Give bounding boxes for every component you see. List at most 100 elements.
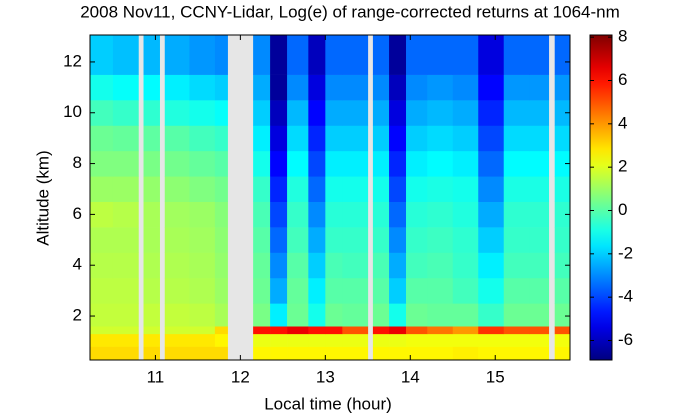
heatmap-cell	[389, 277, 407, 304]
heatmap-cell	[478, 176, 505, 202]
heatmap-cell	[372, 326, 390, 335]
heatmap-cell	[287, 125, 309, 152]
heatmap-cell	[389, 150, 407, 177]
heatmap-cell	[308, 227, 326, 253]
heatmap-cell	[189, 227, 216, 253]
heatmap-cell	[478, 277, 505, 304]
heatmap-cell	[112, 201, 139, 228]
heatmap-cell	[287, 176, 309, 202]
heatmap-cell	[342, 333, 369, 347]
heatmap-cell	[90, 125, 114, 152]
heatmap-cell	[308, 303, 326, 327]
heatmap-cell	[270, 35, 288, 75]
heatmap-cell	[214, 201, 228, 228]
heatmap-cell	[308, 277, 326, 304]
heatmap-cell	[287, 333, 309, 347]
heatmap-cell	[342, 227, 369, 253]
heatmap-cell	[372, 150, 390, 177]
heatmap-cell	[554, 252, 571, 279]
colorbar-tick-label: -6	[618, 330, 633, 349]
heatmap-cell	[406, 252, 428, 279]
heatmap-cell	[253, 176, 271, 202]
heatmap-cell	[189, 35, 216, 75]
heatmap-cell	[554, 201, 571, 228]
heatmap-cell	[529, 35, 550, 75]
heatmap-cell	[389, 227, 407, 253]
heatmap-cell	[214, 326, 228, 335]
heatmap-cell	[164, 176, 190, 202]
heatmap-cell	[529, 333, 550, 347]
heatmap-cell	[143, 303, 160, 327]
heatmap-cell	[270, 252, 288, 279]
heatmap-cell	[389, 100, 407, 126]
heatmap-cell	[427, 74, 454, 101]
heatmap-cell	[253, 74, 271, 101]
heatmap-cell	[389, 346, 407, 361]
heatmap-cell	[427, 125, 454, 152]
y-tick-label: 6	[73, 204, 82, 223]
heatmap-cell	[452, 227, 479, 253]
heatmap-cell	[342, 176, 369, 202]
heatmap-cell	[287, 227, 309, 253]
heatmap-cell	[406, 326, 428, 335]
heatmap-cell	[325, 252, 343, 279]
heatmap-cell	[406, 176, 428, 202]
heatmap-cell	[452, 277, 479, 304]
heatmap-cell	[164, 74, 190, 101]
heatmap-cell	[287, 326, 309, 335]
heatmap-cell	[325, 74, 343, 101]
heatmap-cell	[406, 74, 428, 101]
heatmap-cell	[529, 303, 550, 327]
heatmap-cell	[372, 74, 390, 101]
heatmap-cell	[554, 227, 571, 253]
heatmap-cell	[214, 35, 228, 75]
heatmap-cell	[389, 125, 407, 152]
heatmap-cell	[90, 100, 114, 126]
heatmap-cell	[214, 150, 228, 177]
heatmap-cell	[214, 100, 228, 126]
heatmap-cell	[143, 277, 160, 304]
heatmap-cell	[325, 333, 343, 347]
heatmap-cell	[427, 303, 454, 327]
heatmap-cell	[427, 346, 454, 361]
heatmap-cell	[112, 74, 139, 101]
heatmap-cell	[164, 227, 190, 253]
heatmap-cell	[342, 125, 369, 152]
heatmap-cell	[214, 176, 228, 202]
heatmap-cell	[478, 333, 505, 347]
heatmap-cell	[214, 125, 228, 152]
heatmap-cell	[554, 74, 571, 101]
heatmap-cell	[143, 201, 160, 228]
colorbar-tick-label: -2	[618, 243, 633, 262]
colorbar	[589, 34, 613, 361]
heatmap-cell	[253, 326, 271, 335]
heatmap-cell	[372, 201, 390, 228]
heatmap-cell	[503, 326, 530, 335]
heatmap-cell	[143, 326, 160, 335]
heatmap-cell	[270, 303, 288, 327]
heatmap-cell	[554, 346, 571, 361]
heatmap-cell	[112, 303, 139, 327]
heatmap-cell	[253, 252, 271, 279]
heatmap-cell	[189, 125, 216, 152]
heatmap-cell	[406, 333, 428, 347]
heatmap-cell	[308, 201, 326, 228]
heatmap-cell	[452, 150, 479, 177]
heatmap-cell	[90, 277, 114, 304]
heatmap-cell	[112, 346, 139, 361]
heatmap-cell	[503, 125, 530, 152]
heatmap-cell	[214, 333, 228, 347]
heatmap-cell	[270, 150, 288, 177]
heatmap-cell	[112, 100, 139, 126]
heatmap-cell	[389, 303, 407, 327]
heatmap-cell	[90, 346, 114, 361]
heatmap-cell	[325, 176, 343, 202]
heatmap-cell	[164, 277, 190, 304]
heatmap-cell	[308, 74, 326, 101]
heatmap-cell	[427, 227, 454, 253]
heatmap-cell	[503, 74, 530, 101]
heatmap-cell	[308, 346, 326, 361]
heatmap-cell	[287, 201, 309, 228]
heatmap-cell	[253, 333, 271, 347]
